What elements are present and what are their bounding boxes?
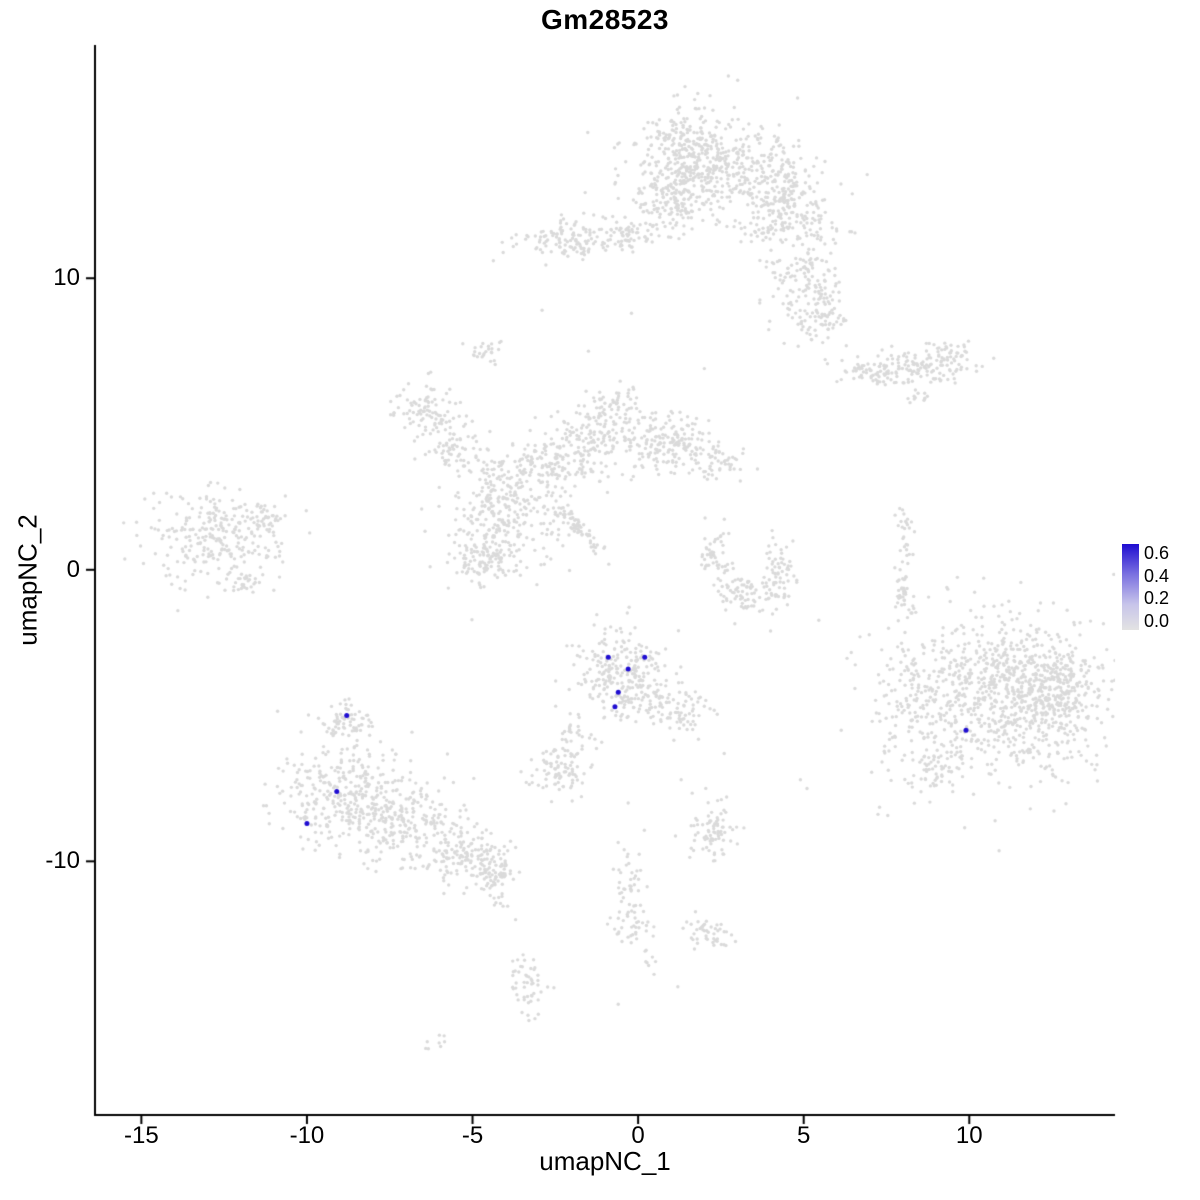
y-tick-label: 0 (66, 555, 80, 583)
x-tick-label: -5 (461, 1122, 484, 1149)
y-tick-label: -10 (45, 847, 80, 875)
legend-gradient-bar (1122, 544, 1139, 630)
x-tick-label: -15 (124, 1122, 159, 1149)
x-tick-label: 10 (955, 1122, 983, 1149)
plot-title: Gm28523 (540, 4, 670, 35)
legend-tick-label: 0.0 (1144, 610, 1170, 631)
x-axis-label: umapNC_1 (539, 1146, 671, 1176)
legend-tick-label: 0.4 (1144, 565, 1170, 586)
y-tick-label: 10 (53, 264, 80, 292)
legend-tick-labels: 0.6 0.4 0.2 0.0 (1144, 544, 1169, 630)
x-tick-label: 5 (797, 1122, 811, 1149)
color-legend: 0.6 0.4 0.2 0.0 (1122, 544, 1169, 630)
x-tick-label: -10 (289, 1122, 325, 1149)
x-tick-label: 0 (631, 1122, 645, 1149)
legend-tick-label: 0.6 (1144, 543, 1170, 563)
legend-tick-label: 0.2 (1144, 588, 1170, 609)
